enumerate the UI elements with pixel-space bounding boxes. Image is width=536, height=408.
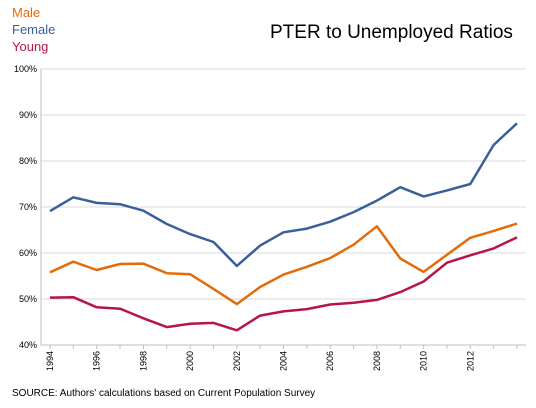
series-line-young [49,236,518,332]
legend: Male Female Young [12,4,55,55]
y-tick-label: 70% [19,202,37,212]
y-tick-label: 60% [19,248,37,258]
x-tick-label: 2004 [279,351,289,371]
x-tick-label: 1996 [92,351,102,371]
legend-item-male: Male [12,5,41,20]
x-tick-label: 2012 [465,351,475,371]
y-tick-label: 80% [19,156,37,166]
x-tick-label: 2010 [419,351,429,371]
x-tick-label: 2006 [325,351,335,371]
chart-title: PTER to Unemployed Ratios [270,22,513,43]
source-note: SOURCE: Authors' calculations based on C… [12,388,316,399]
series-line-male [49,222,518,306]
series-line-female [49,122,518,268]
x-tick-label: 1994 [45,351,55,371]
x-tick-label: 2000 [185,351,195,371]
legend-item-young: Young [12,39,49,54]
legend-item-female: Female [12,22,56,37]
x-tick-label: 2008 [372,351,382,371]
y-tick-label: 90% [19,110,37,120]
y-tick-label: 50% [19,294,37,304]
y-tick-label: 100% [14,64,37,74]
x-tick-label: 2002 [232,351,242,371]
y-tick-label: 40% [19,340,37,350]
x-tick-label: 1998 [138,351,148,371]
